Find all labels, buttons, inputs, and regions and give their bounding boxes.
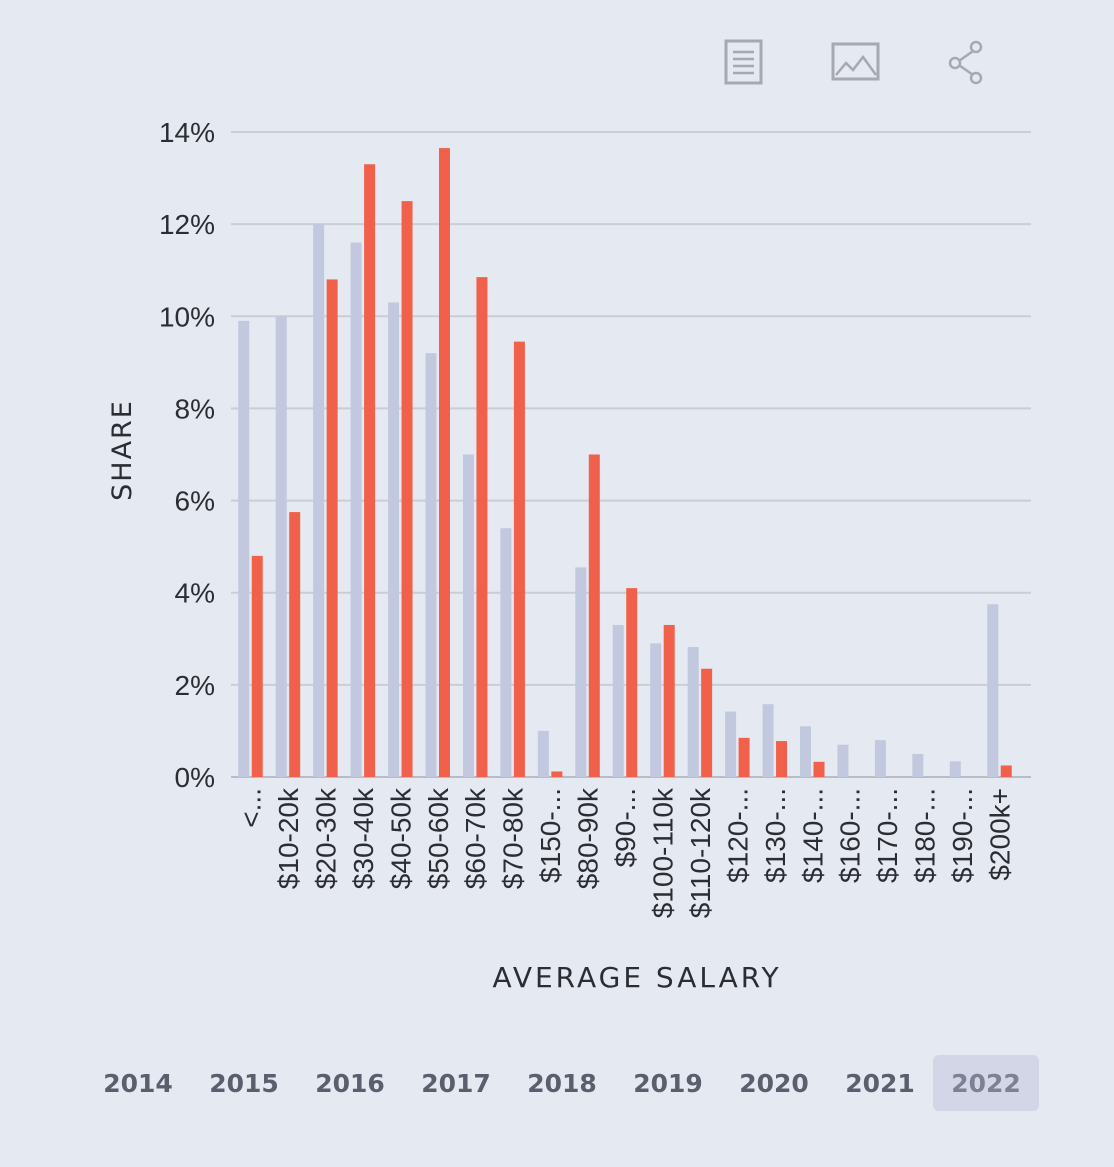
- bar-selected[interactable]: [513, 341, 525, 777]
- year-2022[interactable]: 2022: [933, 1055, 1039, 1111]
- image-icon[interactable]: [829, 40, 883, 84]
- x-tick-label: $170-...: [872, 788, 903, 883]
- bars-layer: [238, 148, 1012, 778]
- bar-comparison[interactable]: [987, 604, 999, 777]
- x-tick-label: $110-120k: [685, 787, 716, 918]
- x-tick-label: $30-40k: [348, 787, 379, 889]
- y-axis-label: SHARE: [107, 399, 138, 501]
- year-2019[interactable]: 2019: [633, 1068, 703, 1098]
- bar-selected[interactable]: [701, 668, 713, 777]
- bar-selected[interactable]: [588, 454, 600, 778]
- y-tick-label: 0%: [175, 762, 215, 793]
- bar-comparison[interactable]: [350, 242, 362, 778]
- x-tick-label: $100-110k: [647, 787, 678, 918]
- year-2015[interactable]: 2015: [209, 1068, 279, 1098]
- chart-toolbar: [0, 36, 1114, 96]
- x-tick-label: $160-...: [835, 788, 866, 883]
- y-tick-label: 4%: [175, 578, 215, 609]
- bar-comparison[interactable]: [238, 320, 250, 777]
- bar-selected[interactable]: [401, 201, 413, 777]
- bar-comparison[interactable]: [313, 224, 325, 778]
- year-selector: 2014 2015 2016 2017 2018 2019 2020 2021 2022: [85, 1055, 1039, 1111]
- year-2016[interactable]: 2016: [315, 1068, 385, 1098]
- bar-selected[interactable]: [439, 148, 450, 777]
- y-tick-label: 8%: [175, 393, 215, 424]
- x-tick-labels: <... $10-20k $20-30k $30-40k $40-50k $50-60k $…: [236, 787, 1016, 918]
- bar-comparison[interactable]: [725, 711, 737, 777]
- year-2014[interactable]: 2014: [103, 1068, 173, 1098]
- bar-selected[interactable]: [626, 588, 638, 777]
- bar-selected[interactable]: [289, 512, 301, 777]
- x-tick-label: $200k+: [985, 788, 1016, 881]
- bar-comparison[interactable]: [912, 753, 924, 777]
- y-tick-label: 6%: [175, 486, 215, 517]
- bar-comparison[interactable]: [837, 744, 849, 777]
- bar-comparison[interactable]: [762, 704, 774, 777]
- y-tick-label: 12%: [159, 209, 215, 240]
- year-2017[interactable]: 2017: [421, 1068, 491, 1098]
- bar-comparison[interactable]: [612, 624, 624, 777]
- salary-share-chart: 0% 2% 4% 6% 8% 10% 12% 14% <... $10-20k $20-30k $3…: [107, 117, 1031, 994]
- bar-comparison[interactable]: [500, 528, 512, 777]
- x-tick-label: $40-50k: [385, 787, 416, 889]
- bar-selected[interactable]: [813, 761, 825, 777]
- bar-selected[interactable]: [251, 555, 263, 777]
- bar-comparison[interactable]: [650, 643, 662, 777]
- share-icon[interactable]: [944, 38, 988, 86]
- x-tick-label: $20-30k: [310, 787, 341, 889]
- bar-comparison[interactable]: [388, 302, 400, 777]
- document-icon[interactable]: [722, 38, 766, 86]
- year-2021[interactable]: 2021: [845, 1068, 915, 1098]
- x-tick-label: $190-...: [947, 788, 978, 883]
- bar-comparison[interactable]: [949, 761, 961, 777]
- x-tick-label: $10-20k: [273, 787, 304, 889]
- bar-comparison[interactable]: [687, 647, 699, 777]
- bar-selected[interactable]: [326, 279, 338, 777]
- bar-selected[interactable]: [776, 741, 788, 777]
- x-tick-label: <...: [236, 788, 267, 828]
- x-tick-label: $80-90k: [573, 787, 604, 889]
- x-tick-label: $70-80k: [498, 787, 529, 889]
- bar-comparison[interactable]: [462, 454, 474, 778]
- x-tick-label: $140-...: [797, 788, 828, 883]
- bar-selected[interactable]: [364, 164, 376, 777]
- x-tick-label: $180-...: [910, 788, 941, 883]
- y-tick-label: 2%: [175, 670, 215, 701]
- bar-comparison[interactable]: [537, 730, 549, 777]
- bar-comparison[interactable]: [575, 567, 587, 777]
- bar-selected[interactable]: [551, 771, 563, 777]
- y-tick-labels: 0% 2% 4% 6% 8% 10% 12% 14%: [159, 117, 215, 793]
- x-tick-label: $60-70k: [460, 787, 491, 889]
- bar-selected[interactable]: [663, 624, 675, 777]
- x-tick-label: $50-60k: [423, 787, 454, 889]
- year-2018[interactable]: 2018: [527, 1068, 597, 1098]
- x-tick-label: $90-...: [610, 788, 641, 867]
- y-tick-label: 10%: [159, 301, 215, 332]
- x-tick-label: $150-...: [535, 788, 566, 883]
- x-tick-label: $130-...: [760, 788, 791, 883]
- bar-selected[interactable]: [476, 277, 488, 777]
- bar-selected[interactable]: [738, 737, 750, 777]
- x-tick-label: $120-...: [722, 788, 753, 883]
- bar-selected[interactable]: [1000, 765, 1012, 777]
- bar-comparison[interactable]: [874, 740, 886, 777]
- bar-comparison[interactable]: [800, 726, 811, 777]
- x-axis-label: AVERAGE SALARY: [492, 961, 781, 994]
- year-2020[interactable]: 2020: [739, 1068, 809, 1098]
- bar-comparison[interactable]: [425, 353, 437, 777]
- bar-comparison[interactable]: [275, 316, 287, 777]
- y-tick-label: 14%: [159, 117, 215, 148]
